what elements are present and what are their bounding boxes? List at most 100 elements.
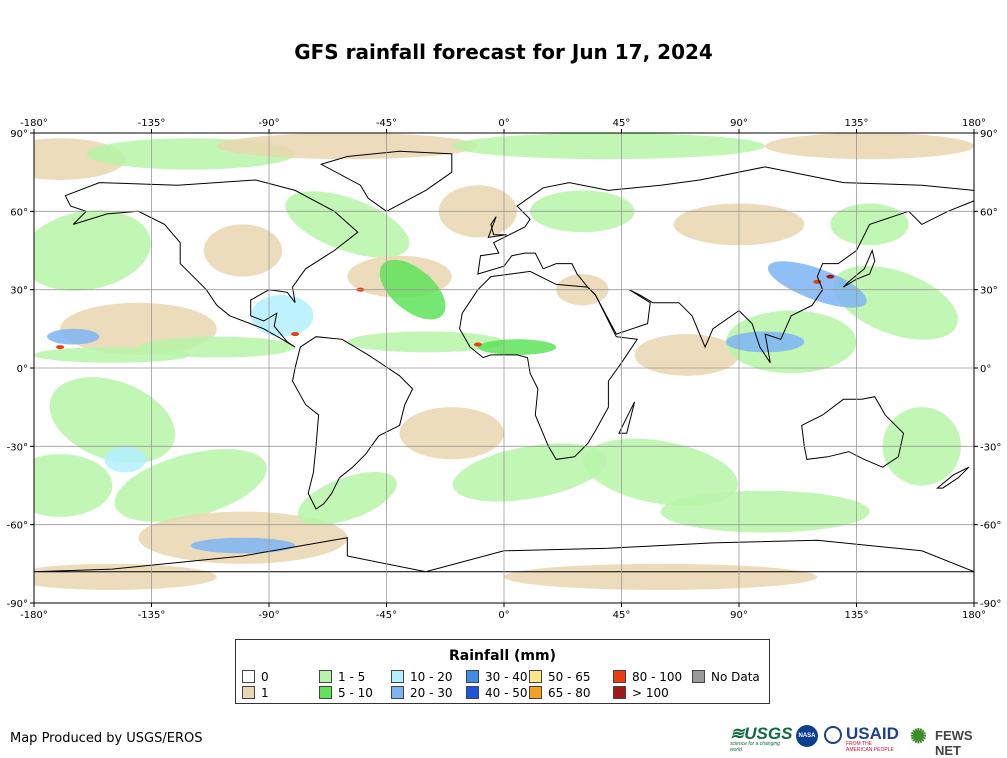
rainfall-patch — [767, 261, 867, 308]
legend-swatch — [466, 686, 479, 699]
rainfall-patch — [47, 328, 100, 345]
legend-item: 80 - 100 — [613, 670, 682, 684]
legend-swatch — [466, 670, 479, 683]
legend-swatch — [242, 670, 255, 683]
lon-tick-label-top: 180° — [962, 118, 986, 129]
lon-tick-label-top: -135° — [138, 118, 166, 129]
usgs-logo: ≋USGS science for a changing world — [730, 724, 792, 753]
land-outline — [618, 401, 636, 434]
heavy-rainfall-spot — [56, 345, 65, 350]
lon-tick-label-top: -45° — [376, 118, 397, 129]
legend-item: 0 — [242, 670, 269, 684]
rainfall-field — [34, 133, 974, 590]
legend-swatch — [613, 686, 626, 699]
legend-label: 30 - 40 — [485, 670, 528, 684]
rainfall-patch — [49, 377, 176, 464]
legend: Rainfall (mm) 0 1 1 - 5 5 - 10 10 - 20 20 - 3… — [235, 639, 770, 704]
map-ticks — [30, 129, 978, 607]
legend-label: 5 - 10 — [338, 686, 373, 700]
lat-tick-label-right: -90° — [980, 599, 1001, 610]
rainfall-patch — [190, 537, 296, 554]
usaid-logo: USAID FROM THE AMERICAN PEOPLE — [846, 724, 899, 753]
land-outline — [477, 166, 974, 364]
rainfall-patch — [216, 133, 478, 160]
land-outline — [319, 150, 453, 212]
lon-tick-label-top: -180° — [20, 118, 48, 129]
legend-swatch — [529, 686, 542, 699]
lon-tick-label-bottom: 0° — [498, 610, 509, 621]
lon-tick-label-bottom: -90° — [258, 610, 279, 621]
legend-label: No Data — [711, 670, 760, 684]
legend-label: 40 - 50 — [485, 686, 528, 700]
lon-tick-label-top: 45° — [613, 118, 631, 129]
legend-swatch — [319, 670, 332, 683]
rainfall-patch — [34, 563, 217, 590]
fews-net-logo: FEWS NET — [935, 728, 973, 758]
lat-tick-label-left: 60° — [10, 207, 28, 218]
lon-tick-label-bottom: -45° — [376, 610, 397, 621]
lat-tick-label-right: 90° — [980, 129, 998, 140]
rainfall-patch — [250, 294, 314, 337]
lon-tick-label-bottom: 135° — [844, 610, 868, 621]
nasa-logo: NASA — [796, 725, 818, 747]
legend-swatch — [529, 670, 542, 683]
land-outline — [843, 248, 876, 288]
lat-tick-label-left: 90° — [10, 129, 28, 140]
land-outline — [459, 270, 639, 460]
lon-tick-label-top: 135° — [844, 118, 868, 129]
nasa-logo-text: NASA — [798, 733, 816, 739]
rainfall-patch — [833, 265, 958, 340]
rainfall-patch — [203, 224, 283, 277]
rainfall-patch — [583, 438, 739, 507]
graticule — [34, 133, 974, 603]
lon-tick-label-bottom: 45° — [613, 610, 631, 621]
legend-title: Rainfall (mm) — [449, 648, 556, 664]
legend-item: No Data — [692, 670, 760, 684]
fews-net-icon: ✺ — [910, 726, 927, 748]
legend-swatch — [319, 686, 332, 699]
rainfall-patch — [451, 133, 766, 160]
rainfall-patch — [765, 133, 974, 160]
lon-tick-label-bottom: 90° — [730, 610, 748, 621]
legend-label: 65 - 80 — [548, 686, 591, 700]
lon-tick-label-top: -90° — [258, 118, 279, 129]
lat-tick-label-left: -60° — [7, 521, 28, 532]
legend-label: 50 - 65 — [548, 670, 591, 684]
rainfall-patch — [399, 407, 504, 460]
heavy-rainfall-spot — [473, 342, 482, 347]
lon-tick-label-top: 90° — [730, 118, 748, 129]
usgs-logo-text: ≋USGS — [730, 724, 793, 743]
legend-swatch — [391, 670, 404, 683]
rainfall-patch — [285, 191, 410, 258]
land-outline — [936, 466, 970, 489]
lat-tick-label-left: 0° — [17, 364, 28, 375]
heavy-rainfall-spot — [291, 332, 300, 337]
legend-item: 1 — [242, 686, 269, 700]
usgs-tagline: science for a changing world — [730, 741, 781, 753]
legend-swatch — [242, 686, 255, 699]
legend-item: 5 - 10 — [319, 686, 373, 700]
lon-tick-label-bottom: -135° — [138, 610, 166, 621]
rainfall-patch — [634, 334, 739, 376]
land-outline — [291, 336, 414, 510]
map-title: GFS rainfall forecast for Jun 17, 2024 — [294, 40, 713, 64]
fews-net-logo-text: FEWS NET — [935, 728, 973, 758]
rainfall-patch — [504, 563, 818, 590]
legend-item: > 100 — [613, 686, 669, 700]
rainfall-patch — [34, 347, 191, 363]
credit-text: Map Produced by USGS/EROS — [10, 731, 203, 746]
lat-tick-label-left: -30° — [7, 442, 28, 453]
rainfall-patch — [660, 490, 870, 533]
legend-label: 20 - 30 — [410, 686, 453, 700]
legend-item: 50 - 65 — [529, 670, 591, 684]
lat-tick-label-left: 30° — [10, 286, 28, 297]
map-plot-area — [34, 133, 974, 603]
legend-item: 65 - 80 — [529, 686, 591, 700]
land-outline — [487, 216, 507, 239]
rainfall-patch — [297, 472, 397, 526]
rainfall-patch — [114, 449, 267, 522]
legend-item: 10 - 20 — [391, 670, 453, 684]
legend-item: 20 - 30 — [391, 686, 453, 700]
legend-swatch — [692, 670, 705, 683]
rainfall-map: -180° -180° -135° -135° -90° -90° -45° -45° 0° 0°… — [7, 118, 1002, 621]
